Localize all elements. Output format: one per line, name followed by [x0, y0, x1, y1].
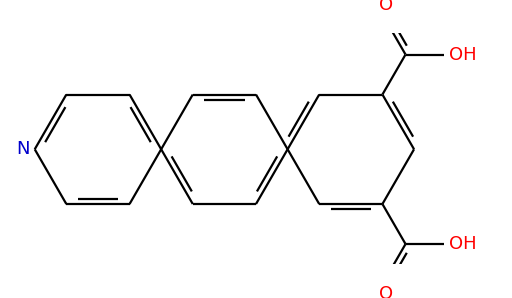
Text: OH: OH — [450, 46, 477, 63]
Text: O: O — [379, 0, 393, 13]
Text: OH: OH — [450, 235, 477, 253]
Text: N: N — [16, 140, 30, 158]
Text: O: O — [379, 285, 393, 298]
